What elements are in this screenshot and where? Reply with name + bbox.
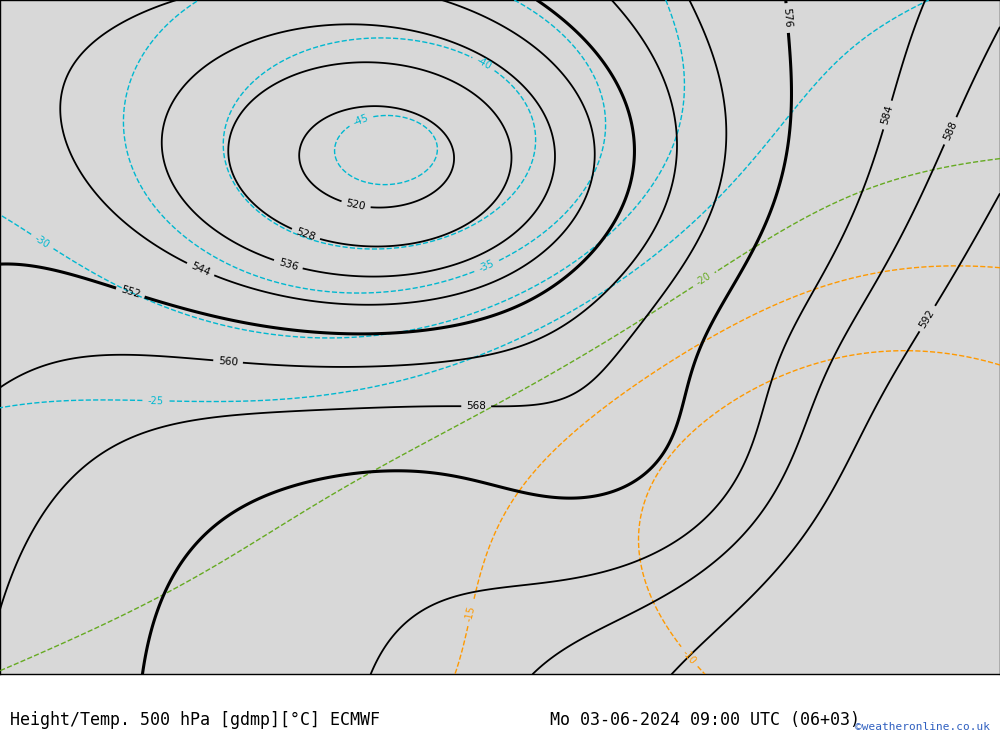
Text: -25: -25 — [147, 396, 163, 406]
Text: 544: 544 — [189, 261, 212, 278]
Text: -40: -40 — [474, 56, 493, 72]
Text: -10: -10 — [680, 647, 698, 666]
Text: 552: 552 — [119, 285, 141, 301]
Text: -30: -30 — [33, 233, 51, 250]
Text: 592: 592 — [918, 308, 937, 330]
Text: -35: -35 — [477, 259, 495, 274]
Text: Mo 03-06-2024 09:00 UTC (06+03): Mo 03-06-2024 09:00 UTC (06+03) — [550, 711, 860, 729]
Text: 588: 588 — [942, 119, 959, 142]
Text: 568: 568 — [466, 401, 486, 411]
Text: -15: -15 — [464, 605, 477, 622]
Text: -20: -20 — [694, 271, 713, 288]
Text: 528: 528 — [295, 226, 317, 243]
Text: 520: 520 — [345, 199, 367, 212]
Text: -45: -45 — [352, 113, 370, 128]
Text: 560: 560 — [218, 356, 238, 367]
Text: 584: 584 — [880, 104, 895, 126]
Text: 576: 576 — [781, 8, 793, 29]
Text: ©weatheronline.co.uk: ©weatheronline.co.uk — [855, 722, 990, 732]
Text: 536: 536 — [277, 257, 299, 272]
Text: Height/Temp. 500 hPa [gdmp][°C] ECMWF: Height/Temp. 500 hPa [gdmp][°C] ECMWF — [10, 711, 380, 729]
